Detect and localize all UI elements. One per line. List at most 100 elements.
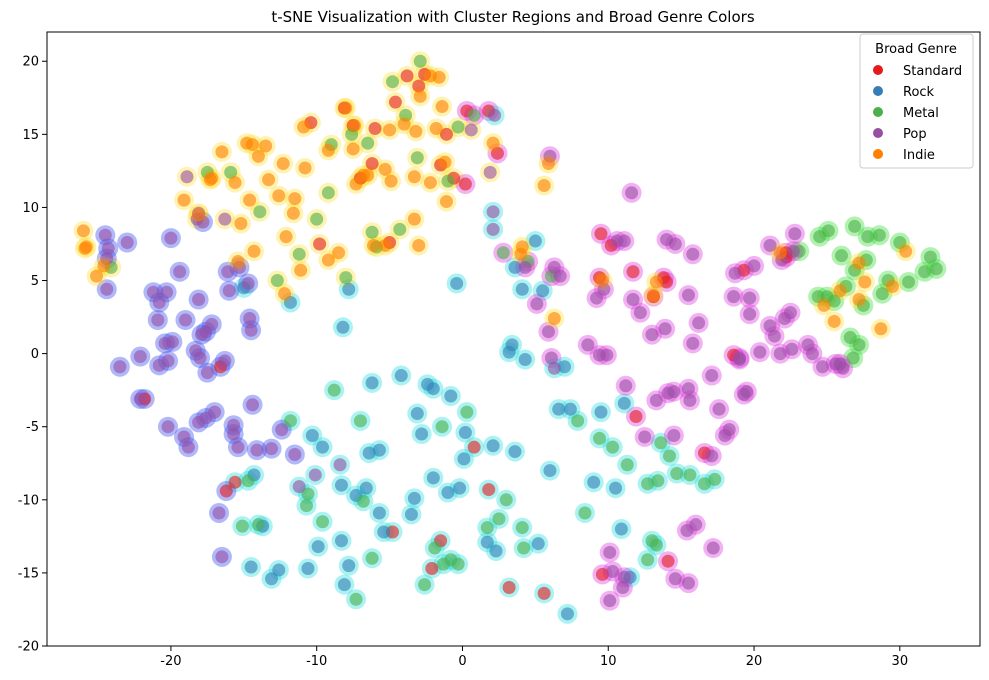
y-axis-ticks: -20 -15 -10 -5 0 5 10 15 20	[18, 55, 47, 655]
point-pop	[222, 284, 236, 298]
point-metal	[241, 474, 255, 488]
point-metal	[393, 222, 407, 236]
point-pop	[151, 313, 165, 327]
point-pop	[160, 285, 174, 299]
point-indie	[279, 230, 293, 244]
point-metal	[365, 551, 379, 565]
point-pop	[767, 329, 781, 343]
point-metal	[697, 477, 711, 491]
point-indie	[432, 70, 446, 84]
point-indie	[332, 246, 346, 260]
point-rock	[528, 234, 542, 248]
point-indie	[297, 120, 311, 134]
data-points	[76, 54, 943, 621]
point-indie	[595, 274, 609, 288]
point-indie	[407, 170, 421, 184]
point-pop	[667, 385, 681, 399]
point-metal	[435, 420, 449, 434]
point-standard	[400, 69, 414, 83]
point-indie	[899, 244, 913, 258]
point-pop	[619, 379, 633, 393]
point-pop	[199, 325, 213, 339]
chart-title: t-SNE Visualization with Cluster Regions…	[271, 8, 754, 26]
point-metal	[441, 174, 455, 188]
point-indie	[215, 145, 229, 159]
point-metal	[310, 212, 324, 226]
point-pop	[333, 458, 347, 472]
point-rock	[362, 446, 376, 460]
point-pop	[667, 428, 681, 442]
point-pop	[668, 237, 682, 251]
point-indie	[773, 246, 787, 260]
point-pop	[680, 524, 694, 538]
point-rock	[486, 439, 500, 453]
point-rock	[587, 475, 601, 489]
point-metal	[413, 54, 427, 68]
point-indie	[435, 100, 449, 114]
point-indie	[649, 275, 663, 289]
point-pop	[747, 259, 761, 273]
point-metal	[301, 487, 315, 501]
point-rock	[301, 562, 315, 576]
point-pop	[603, 545, 617, 559]
point-metal	[321, 186, 335, 200]
point-indie	[833, 284, 847, 298]
point-pop	[464, 123, 478, 137]
point-indie	[78, 241, 92, 255]
point-pop	[686, 247, 700, 261]
point-pop	[786, 244, 800, 258]
point-pop	[600, 348, 614, 362]
point-indie	[429, 121, 443, 135]
point-pop	[101, 241, 115, 255]
point-metal	[428, 541, 442, 555]
point-metal	[339, 271, 353, 285]
point-pop	[98, 228, 112, 242]
point-indie	[321, 143, 335, 157]
point-rock	[372, 443, 386, 457]
point-pop	[243, 312, 257, 326]
point-pop	[732, 352, 746, 366]
point-rock	[334, 478, 348, 492]
point-pop	[212, 506, 226, 520]
point-pop	[192, 293, 206, 307]
point-pop	[683, 393, 697, 407]
point-pop	[215, 550, 229, 564]
point-pop	[486, 205, 500, 219]
point-metal	[670, 466, 684, 480]
point-metal	[316, 515, 330, 529]
point-pop	[158, 336, 172, 350]
y-tick-label: -10	[18, 493, 39, 508]
point-pop	[244, 323, 258, 337]
point-standard	[439, 127, 453, 141]
point-indie	[367, 238, 381, 252]
point-rock	[453, 481, 467, 495]
point-pop	[753, 345, 767, 359]
point-indie	[288, 192, 302, 206]
point-rock	[316, 440, 330, 454]
point-pop	[616, 581, 630, 595]
point-rock	[415, 427, 429, 441]
point-pop	[161, 420, 175, 434]
point-metal	[620, 458, 634, 472]
point-standard	[660, 275, 674, 289]
point-pop	[221, 265, 235, 279]
point-metal	[386, 75, 400, 89]
point-pop	[610, 234, 624, 248]
point-pop	[743, 307, 757, 321]
legend-label-standard: Standard	[903, 64, 962, 79]
legend-title: Broad Genre	[875, 42, 957, 57]
point-rock	[563, 402, 577, 416]
point-metal	[651, 474, 665, 488]
point-pop	[727, 290, 741, 304]
point-metal	[253, 205, 267, 219]
point-indie	[383, 123, 397, 137]
point-pop	[308, 468, 322, 482]
point-metal	[349, 592, 363, 606]
point-indie	[438, 155, 452, 169]
point-metal	[708, 472, 722, 486]
point-rock	[244, 560, 258, 574]
x-tick-label: 30	[892, 654, 909, 669]
point-pop	[218, 354, 232, 368]
point-metal	[496, 246, 510, 260]
